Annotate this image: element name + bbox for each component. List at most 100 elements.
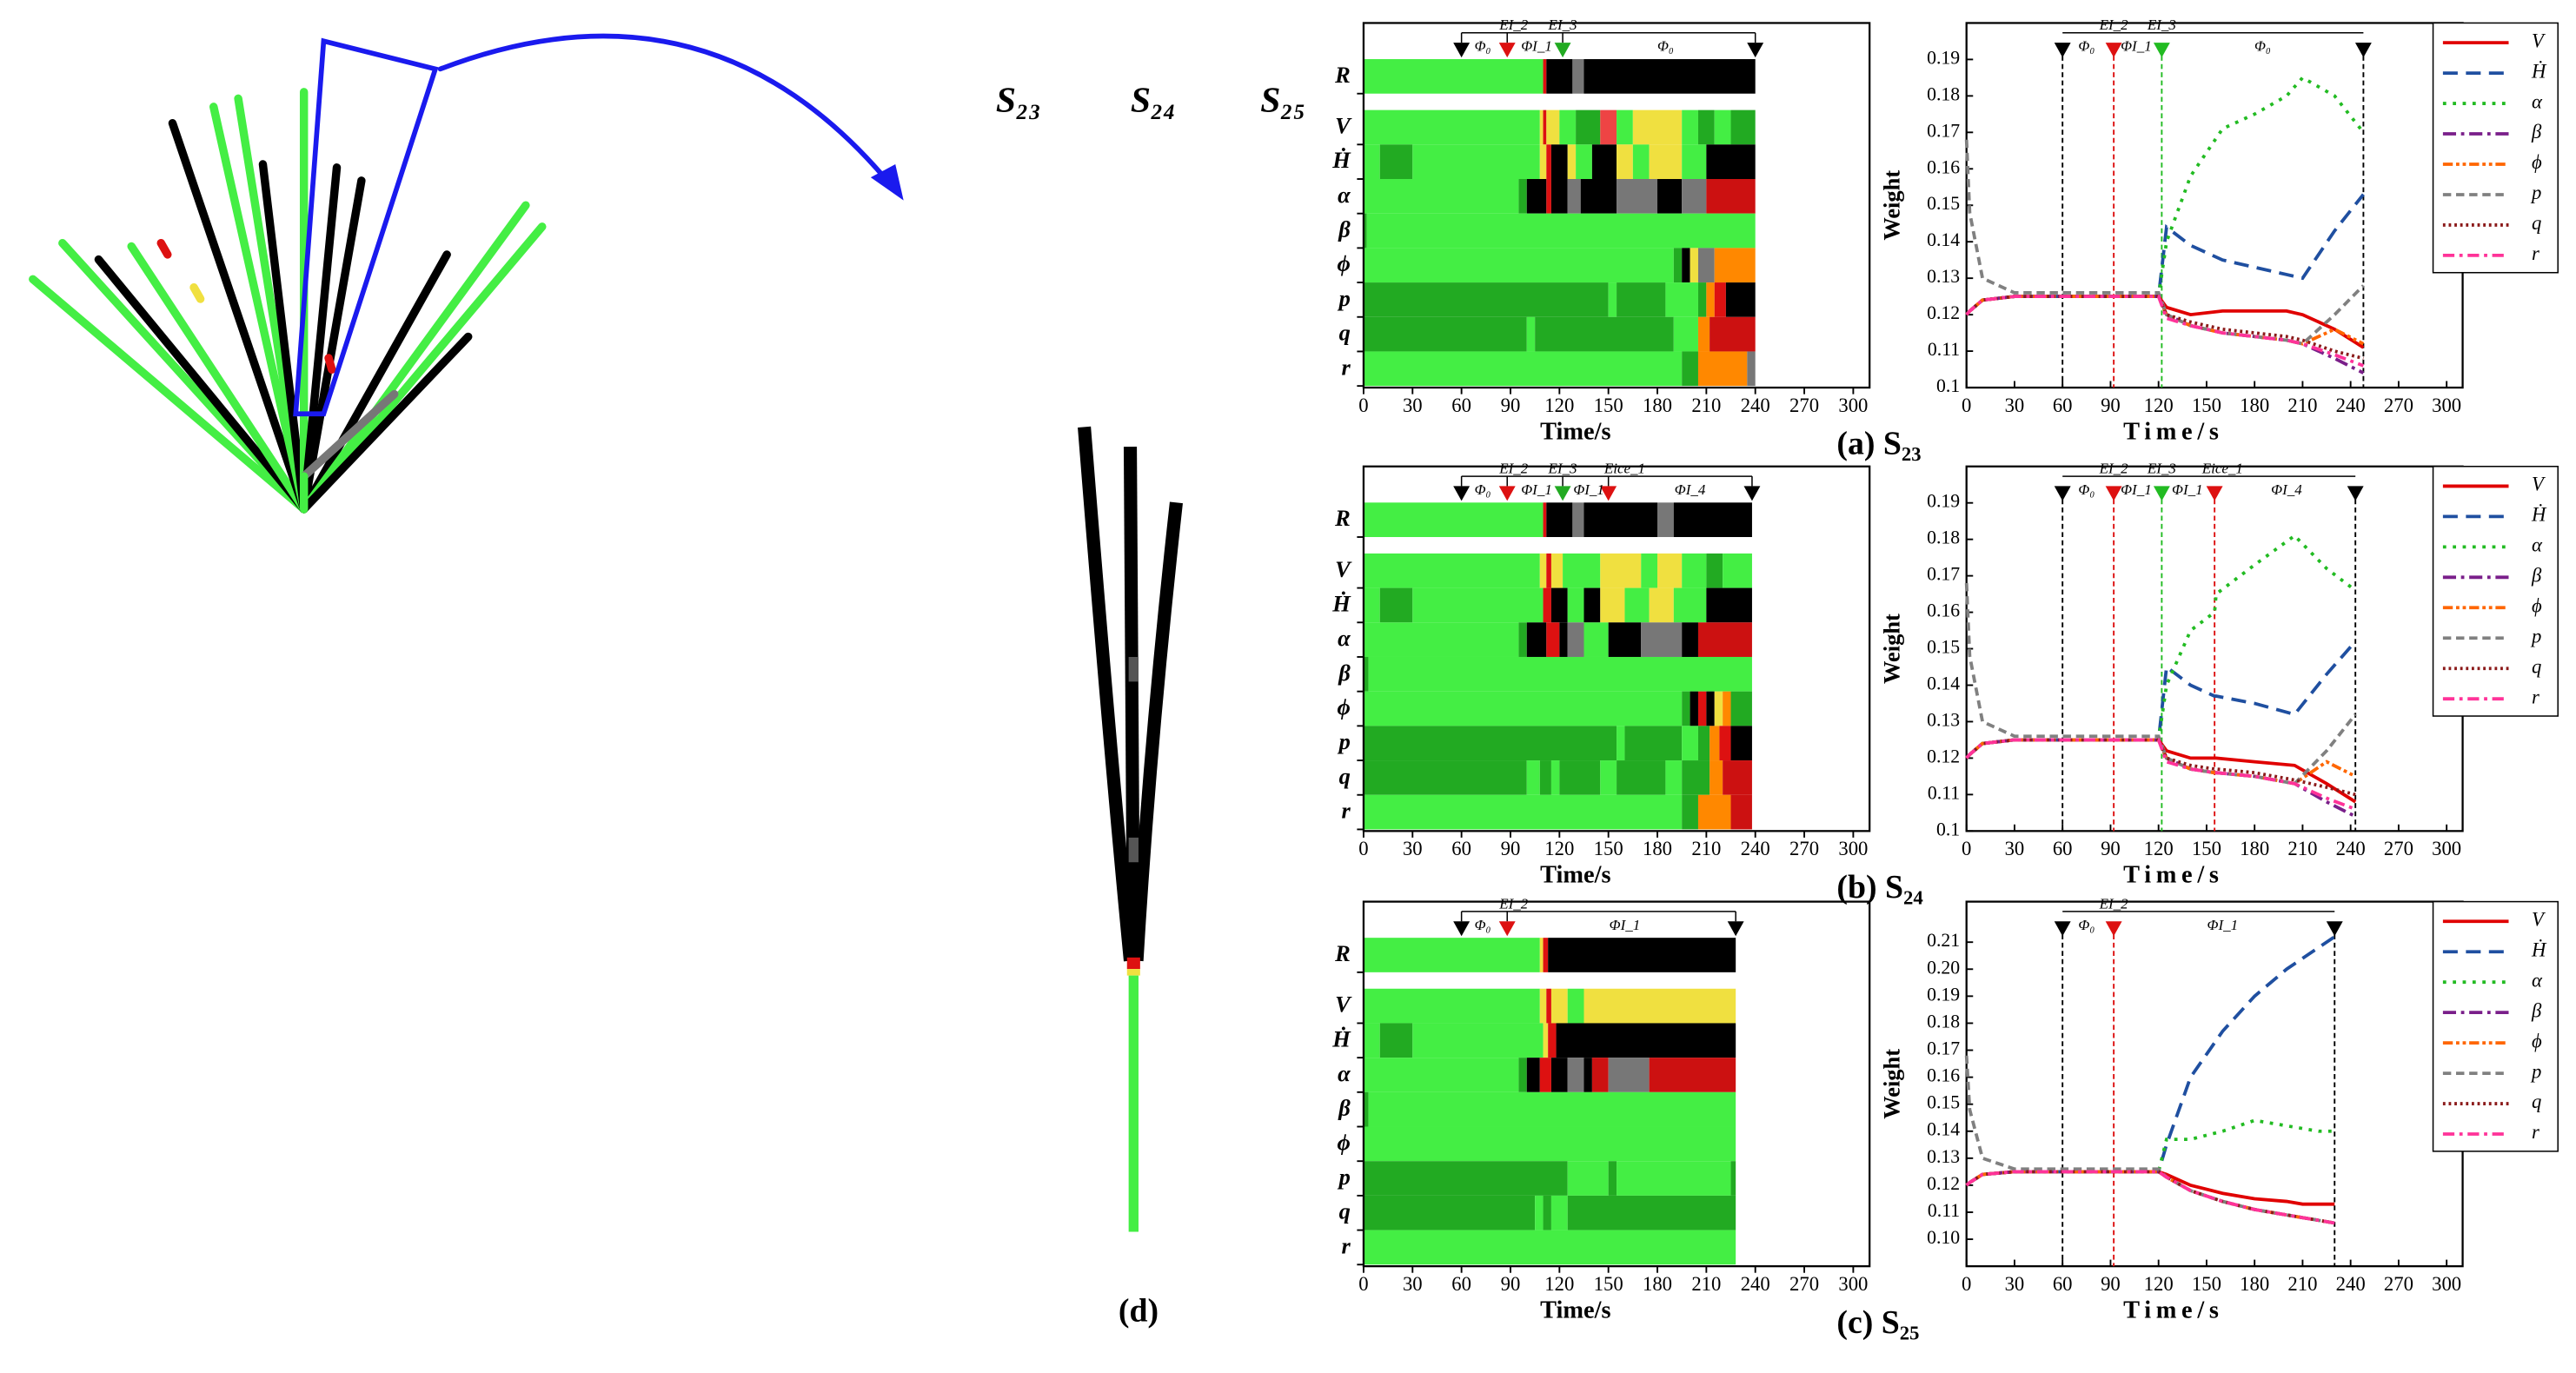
x-tick-label: 90	[1501, 838, 1521, 859]
y-tick-label: 0.12	[1927, 302, 1960, 323]
heat-cell	[1706, 587, 1752, 623]
heat-cell	[1723, 760, 1752, 795]
heat-cell	[1543, 938, 1549, 972]
heat-cell	[1559, 109, 1577, 145]
x-tick-label: 210	[1691, 1273, 1721, 1295]
heat-cell	[1617, 1161, 1731, 1196]
plot-frame	[1965, 900, 2464, 1268]
heat-cell	[1363, 988, 1540, 1024]
heat-cell	[1543, 109, 1547, 145]
y-tick-label: 0.17	[1927, 120, 1960, 141]
phase-label: ΦI_1	[2121, 38, 2152, 55]
heat-cell	[1580, 179, 1617, 214]
heat-cell	[1682, 553, 1707, 588]
row-label: R	[1334, 62, 1351, 88]
x-tick-label: 90	[2101, 838, 2121, 859]
heat-cell	[1366, 213, 1756, 249]
phase-label: ΦI_1	[2121, 481, 2152, 498]
heat-cell	[1543, 1195, 1551, 1230]
series-line	[1964, 1055, 2335, 1225]
y-tick-label: 0.13	[1927, 1146, 1960, 1167]
row-label: α	[1338, 1060, 1351, 1086]
heat-cell	[1550, 587, 1568, 623]
heat-cell	[1657, 553, 1683, 588]
heat-cell	[1710, 316, 1756, 352]
x-tick-label: 0	[1962, 838, 1971, 859]
heat-cell	[1363, 316, 1527, 352]
event-marker	[2153, 43, 2170, 58]
heat-cell	[1617, 282, 1666, 317]
heat-cell	[1714, 109, 1731, 145]
event-marker	[1600, 486, 1617, 501]
heat-cell	[1526, 622, 1547, 657]
phase-label: ΦI_4	[1675, 481, 1706, 498]
label-s23: S₂₃	[996, 80, 1041, 120]
heat-cell	[1730, 1161, 1736, 1196]
phase-label: ΦI_1	[2208, 917, 2239, 933]
heat-cell	[1543, 587, 1551, 623]
heat-cell	[1576, 109, 1601, 145]
heat-cell	[1665, 282, 1698, 317]
event-label: EI_2	[2099, 17, 2129, 33]
legend-label: α	[2532, 969, 2543, 991]
heat-cell	[1363, 502, 1544, 538]
heat-cell	[1363, 622, 1519, 657]
x-axis-title: Time/s	[2123, 1297, 2223, 1324]
heat-cell	[1583, 59, 1756, 94]
x-tick-label: 240	[1741, 1273, 1770, 1295]
event-label: EI_2	[1498, 17, 1529, 33]
legend-label: Ḣ	[2531, 504, 2547, 526]
heat-cell	[1682, 179, 1707, 214]
x-tick-label: 150	[1594, 395, 1623, 416]
heat-cell	[1550, 760, 1560, 795]
heat-cell	[1730, 726, 1752, 761]
x-tick-label: 30	[2005, 838, 2025, 859]
y-tick-label: 0.20	[1927, 957, 1960, 978]
heat-cell	[1526, 316, 1536, 352]
x-tick-label: 60	[2053, 1273, 2073, 1295]
event-marker	[1453, 921, 1471, 937]
y-tick-label: 0.15	[1927, 637, 1960, 658]
heat-cell	[1546, 179, 1551, 214]
heat-cell	[1649, 1058, 1736, 1092]
heat-cell	[1363, 179, 1519, 214]
heat-cell	[1690, 248, 1698, 283]
legend-label: q	[2532, 655, 2541, 677]
event-marker	[2153, 486, 2170, 501]
row-label: ϕ	[1338, 250, 1351, 276]
event-marker	[1554, 486, 1571, 501]
heat-cell	[1649, 144, 1683, 180]
x-tick-label: 30	[2005, 1273, 2025, 1295]
heat-cell	[1548, 1023, 1557, 1058]
x-tick-label: 270	[2384, 395, 2413, 416]
series-line	[1965, 295, 2365, 368]
heat-cell	[1697, 622, 1752, 657]
phase-label: Φ₀	[2078, 481, 2095, 498]
legend-label: r	[2532, 686, 2539, 707]
x-tick-label: 30	[1403, 1273, 1423, 1295]
x-tick-label: 90	[1501, 1273, 1521, 1295]
heat-cell	[1632, 144, 1650, 180]
legend-label: V	[2532, 474, 2546, 495]
phase-label: Φ₀	[1657, 38, 1674, 55]
heat-cell	[1539, 109, 1544, 145]
heat-cell	[1550, 144, 1568, 180]
event-label: EI_2	[1498, 460, 1529, 476]
heat-cell	[1363, 587, 1380, 623]
row-label: V	[1335, 112, 1352, 138]
series-line	[1965, 1170, 2335, 1206]
legend-label: Ḣ	[2531, 60, 2547, 82]
x-tick-label: 180	[1643, 1273, 1672, 1295]
series-line	[1965, 1118, 2335, 1187]
y-tick-label: 0.21	[1927, 930, 1960, 951]
y-axis-title: Weight	[1879, 614, 1905, 684]
heat-cell	[1730, 109, 1756, 145]
heat-cell	[1682, 760, 1710, 795]
heat-cell	[1539, 938, 1544, 972]
legend-label: β	[2531, 565, 2542, 587]
event-label: EI_3	[2147, 17, 2176, 33]
x-tick-label: 210	[1691, 838, 1721, 859]
x-tick-label: 300	[2432, 1273, 2461, 1295]
y-tick-label: 0.11	[1928, 1200, 1960, 1221]
